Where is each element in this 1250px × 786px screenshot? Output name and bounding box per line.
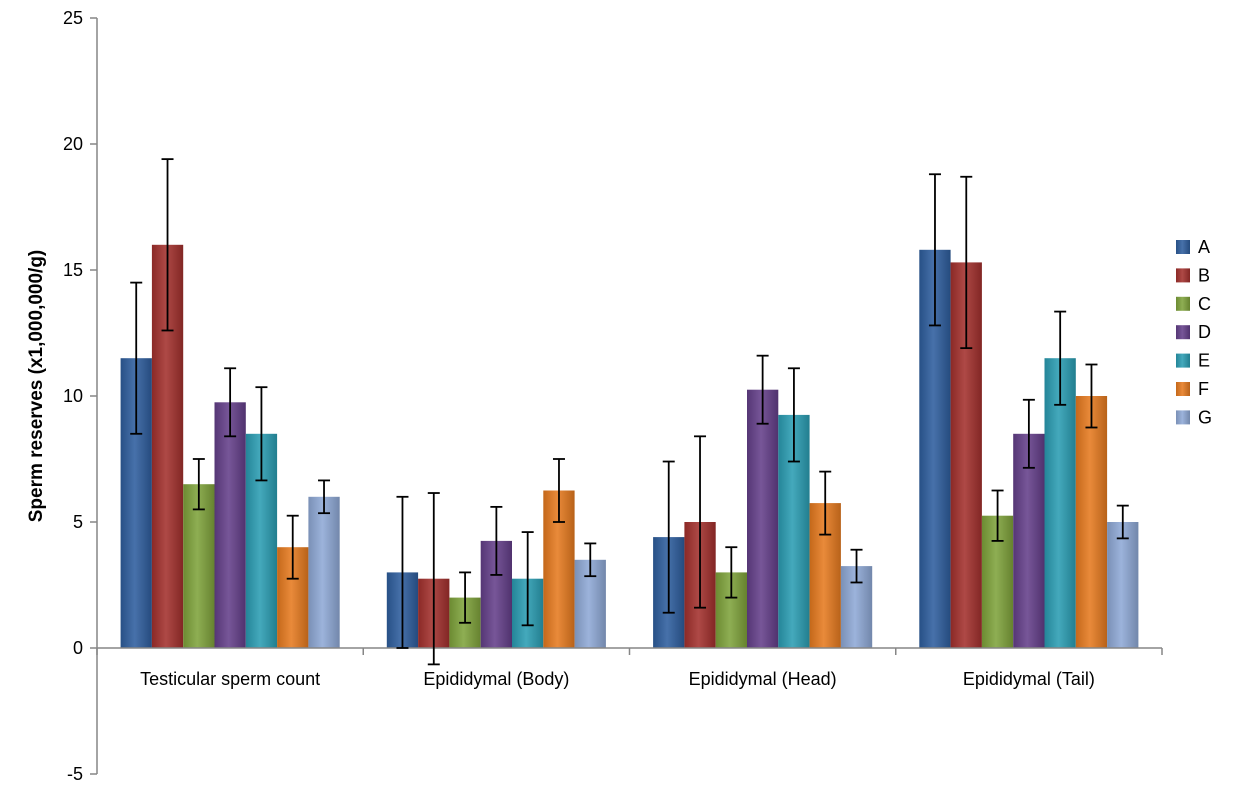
- error-bar-E-3: [1054, 310, 1067, 406]
- legend-label: E: [1198, 351, 1210, 371]
- y-tick-label: 10: [63, 386, 83, 406]
- legend-label: B: [1198, 265, 1210, 285]
- y-axis-title: Sperm reserves (x1,000,000/g): [26, 250, 47, 523]
- legend-swatch: [1176, 296, 1190, 311]
- error-bar-A-2: [662, 460, 675, 614]
- legend-label: C: [1198, 294, 1211, 314]
- legend-label: D: [1198, 322, 1211, 342]
- legend-swatch: [1176, 353, 1190, 368]
- y-tick-label: 15: [63, 260, 83, 280]
- error-bar-E-1: [521, 531, 534, 627]
- error-bar-A-1: [396, 495, 409, 649]
- error-bar-G-0: [318, 479, 331, 515]
- axes-layer: [90, 17, 1163, 775]
- legend-swatch: [1176, 325, 1190, 340]
- error-bar-B-0: [161, 158, 174, 332]
- legend-swatch: [1176, 382, 1190, 396]
- legend-swatch: [1176, 268, 1190, 283]
- legend-item-F: F: [1176, 379, 1209, 399]
- bar-D-2: [747, 389, 779, 648]
- error-bar-A-0: [130, 281, 143, 435]
- y-tick-label: 20: [63, 134, 83, 154]
- legend-item-A: A: [1176, 237, 1210, 257]
- error-bar-G-1: [584, 542, 597, 578]
- bar-F-3: [1075, 396, 1108, 648]
- legend-item-E: E: [1176, 351, 1210, 371]
- error-bar-C-3: [991, 489, 1004, 542]
- legend-label: F: [1198, 379, 1209, 399]
- y-tick-label: -5: [67, 764, 83, 784]
- error-bar-G-3: [1116, 504, 1129, 540]
- bar-D-3: [1013, 433, 1045, 648]
- error-bar-D-1: [490, 505, 503, 576]
- bar-G-3: [1107, 522, 1139, 648]
- error-bar-C-0: [192, 458, 205, 511]
- error-bar-B-3: [960, 175, 973, 350]
- bar-G-0: [308, 496, 340, 648]
- legend-item-C: C: [1176, 294, 1211, 314]
- y-tick-label: 5: [73, 512, 83, 532]
- y-tick-label: 25: [63, 8, 83, 28]
- error-bar-E-0: [255, 386, 268, 482]
- legend-item-G: G: [1176, 407, 1212, 427]
- x-category-label: Epididymal (Body): [423, 669, 569, 689]
- error-bar-F-3: [1085, 363, 1098, 429]
- error-bar-C-2: [725, 546, 738, 599]
- error-bar-F-2: [819, 470, 832, 536]
- legend-swatch: [1176, 240, 1190, 254]
- bar-E-3: [1044, 358, 1076, 648]
- error-bar-G-2: [850, 548, 863, 584]
- error-bar-D-0: [224, 367, 237, 438]
- y-tick-label: 0: [73, 638, 83, 658]
- labels-layer: -5 0 5 10 15 20 25 Testicular sperm count Epidid…: [26, 8, 1095, 784]
- x-category-label: Testicular sperm count: [140, 669, 320, 689]
- error-bar-F-1: [552, 458, 565, 523]
- error-bar-C-1: [459, 571, 472, 624]
- legend-item-B: B: [1176, 265, 1210, 285]
- legend-swatch: [1176, 410, 1190, 425]
- legend-label: G: [1198, 407, 1212, 427]
- error-bars-layer: [130, 158, 1129, 666]
- error-bar-A-3: [928, 173, 941, 327]
- error-bar-E-2: [787, 367, 800, 463]
- error-bar-B-2: [694, 435, 707, 609]
- x-category-label: Epididymal (Head): [689, 669, 837, 689]
- bar-C-0: [183, 484, 215, 648]
- x-category-label: Epididymal (Tail): [963, 669, 1095, 689]
- error-bar-B-1: [427, 492, 440, 666]
- bars-layer: [120, 244, 1139, 649]
- error-bar-F-0: [286, 514, 299, 580]
- error-bar-D-2: [756, 354, 769, 425]
- bar-D-0: [214, 402, 246, 648]
- error-bar-D-3: [1022, 398, 1035, 469]
- legend-item-D: D: [1176, 322, 1211, 342]
- legend-label: A: [1198, 237, 1210, 257]
